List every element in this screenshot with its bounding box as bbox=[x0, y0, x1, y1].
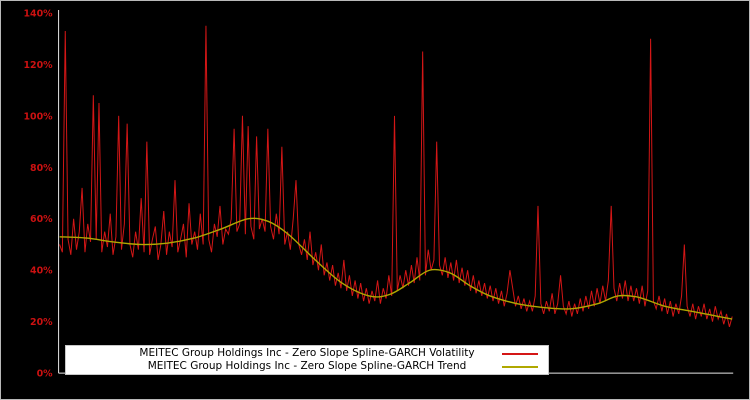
y-tick-label: 80% bbox=[30, 163, 53, 174]
legend-line-volatility bbox=[502, 352, 538, 355]
legend-label-trend: MEITEC Group Holdings Inc - Zero Slope S… bbox=[147, 360, 467, 372]
y-tick-label: 40% bbox=[30, 266, 53, 277]
legend-item-trend: MEITEC Group Holdings Inc - Zero Slope S… bbox=[66, 360, 548, 373]
chart-legend: MEITEC Group Holdings Inc - Zero Slope S… bbox=[65, 345, 549, 375]
volatility-series-line bbox=[59, 25, 733, 327]
y-tick-label: 20% bbox=[30, 317, 53, 328]
trend-series-line bbox=[59, 217, 733, 320]
y-tick-label: 100% bbox=[23, 111, 53, 122]
legend-line-trend bbox=[502, 365, 538, 368]
y-tick-label: 60% bbox=[30, 214, 53, 225]
legend-label-volatility: MEITEC Group Holdings Inc - Zero Slope S… bbox=[139, 347, 475, 359]
y-tick-label: 0% bbox=[37, 369, 54, 380]
y-tick-label: 120% bbox=[23, 60, 53, 71]
y-tick-label: 140% bbox=[23, 8, 53, 19]
legend-item-volatility: MEITEC Group Holdings Inc - Zero Slope S… bbox=[66, 347, 548, 360]
